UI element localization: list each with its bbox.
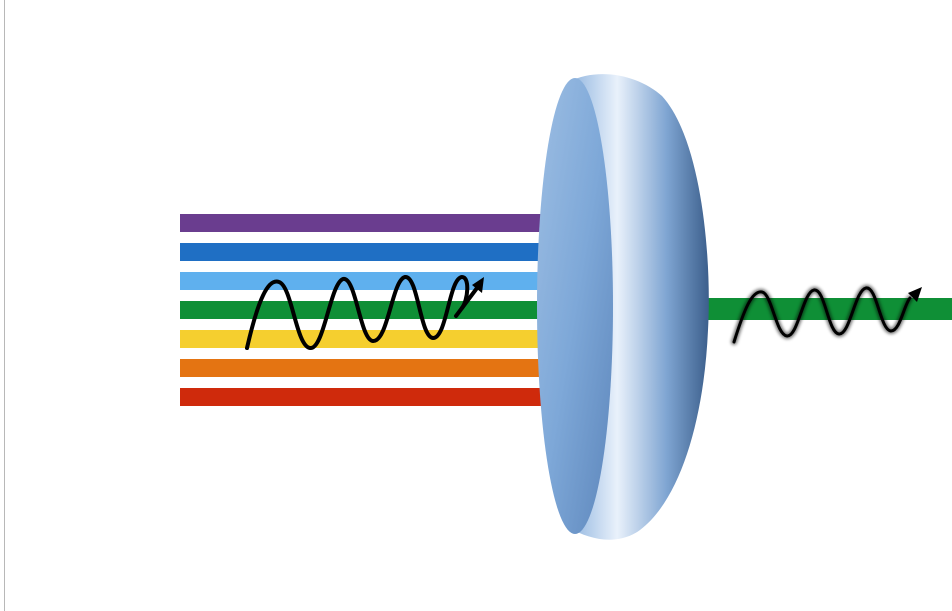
filter-face xyxy=(537,78,613,534)
output-wave xyxy=(732,286,912,344)
input-wave-arrow-shaft xyxy=(454,282,482,318)
filter-disk-icon xyxy=(537,74,709,540)
output-wave-arrow-icon xyxy=(731,285,922,345)
input-band-green xyxy=(180,301,564,319)
input-wave xyxy=(245,274,470,350)
input-band-blue xyxy=(180,243,564,261)
left-border-line xyxy=(4,0,5,611)
input-wave-arrowhead xyxy=(472,277,484,293)
input-band-violet xyxy=(180,214,564,232)
input-beam xyxy=(180,214,564,406)
input-band-light-blue xyxy=(180,272,564,290)
output-wave-arrowhead xyxy=(908,287,922,302)
input-wave-arrow-icon xyxy=(245,274,484,350)
input-band-orange xyxy=(180,359,564,377)
input-band-red xyxy=(180,388,564,406)
